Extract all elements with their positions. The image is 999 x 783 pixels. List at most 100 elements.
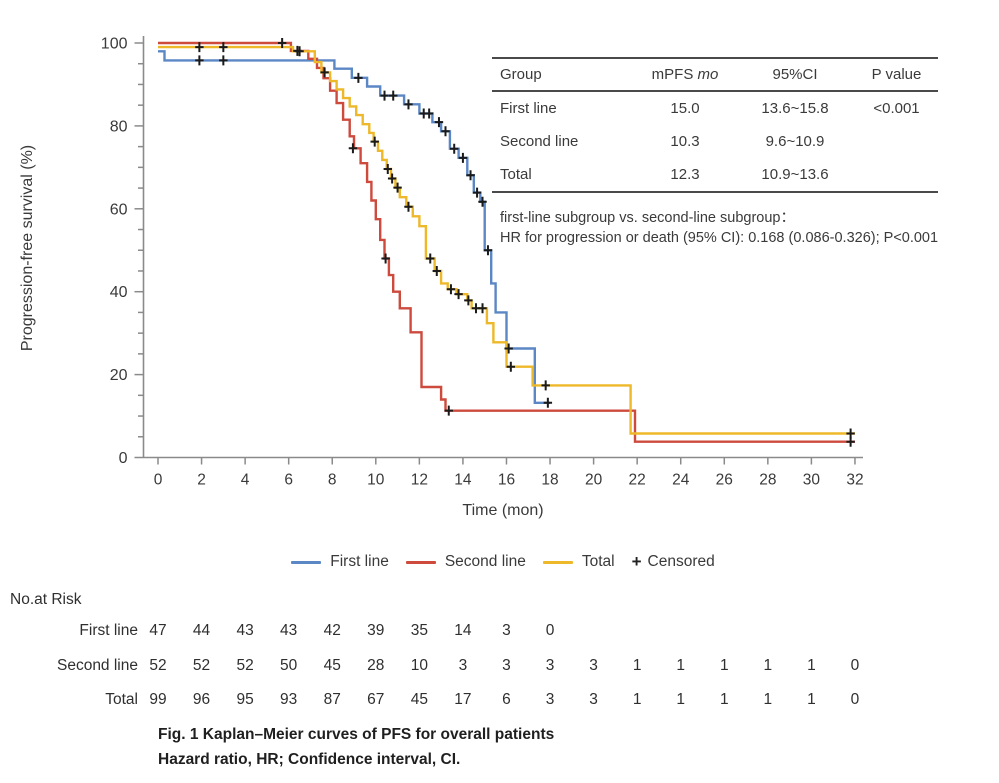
y-tick-label: 80 (110, 118, 128, 135)
x-tick-label: 10 (367, 472, 385, 489)
legend-item-total: Total (542, 553, 615, 571)
stats-cell: <0.001 (873, 100, 920, 117)
x-tick-label: 14 (454, 472, 472, 489)
risk-value: 0 (850, 657, 860, 674)
risk-value: 35 (410, 622, 428, 639)
x-tick-label: 6 (284, 472, 293, 489)
censor-mark (446, 284, 456, 295)
censor-mark (424, 108, 434, 119)
risk-value: 1 (763, 691, 773, 708)
risk-row-label: Total (105, 691, 138, 708)
x-tick-label: 20 (585, 472, 603, 489)
x-tick-label: 2 (197, 472, 206, 489)
censor-mark (504, 343, 513, 354)
risk-value: 3 (502, 657, 511, 674)
censor-mark (348, 143, 358, 154)
censor-mark (483, 245, 493, 256)
stats-header-ci: 95%CI (772, 66, 818, 83)
risk-value: 3 (545, 691, 555, 708)
x-tick-label: 24 (672, 472, 690, 489)
risk-row-label: Second line (56, 657, 138, 674)
censor-mark (277, 38, 287, 48)
risk-value: 43 (280, 622, 298, 639)
stats-cell: 10.9~13.6 (761, 166, 829, 183)
chart-legend: First line Second line Total + Censored (143, 551, 863, 573)
censor-mark (458, 152, 468, 163)
stats-header-mpfs: mPFS mo (635, 66, 735, 83)
risk-value: 52 (236, 657, 254, 674)
stats-cell: 9.6~10.9 (765, 133, 825, 150)
stats-cell: Second line (500, 133, 579, 150)
risk-row-total: Total 99 96 95 93 87 67 45 17 6 3 3 1 1 1 1 1 0 (0, 691, 999, 711)
risk-value: 1 (676, 691, 686, 708)
censor-mark (466, 170, 475, 181)
x-tick-label: 12 (411, 472, 428, 489)
legend-label-censored: Censored (647, 553, 715, 570)
risk-value: 3 (502, 622, 511, 639)
risk-value: 10 (410, 657, 428, 674)
risk-value: 50 (280, 657, 298, 674)
risk-value: 93 (280, 691, 298, 708)
censor-mark (478, 303, 487, 314)
stats-header-mpfs-unit: mo (697, 66, 719, 83)
risk-value: 3 (589, 691, 598, 708)
risk-value: 52 (192, 657, 211, 674)
risk-value: 42 (323, 622, 341, 639)
stats-header-mpfs-prefix: mPFS (651, 66, 698, 83)
risk-value: 95 (236, 691, 254, 708)
caption-line1: Fig. 1 Kaplan–Meier curves of PFS for ov… (158, 726, 555, 743)
censor-mark (543, 397, 553, 408)
risk-value: 47 (149, 622, 167, 639)
x-tick-label: 4 (241, 472, 250, 489)
censor-mark (295, 46, 304, 57)
risk-value: 43 (236, 622, 254, 639)
censor-mark (506, 361, 516, 372)
censor-mark (434, 117, 444, 128)
stats-header-row: Group mPFS mo 95%CI P value (492, 59, 938, 92)
censor-mark (195, 55, 204, 66)
stats-cell: Total (500, 166, 532, 183)
censor-mark (450, 143, 459, 154)
legend-swatch-second-line (405, 560, 436, 564)
censor-mark (404, 99, 413, 110)
risk-table-title: No.at Risk (10, 591, 82, 608)
x-tick-label: 0 (154, 472, 163, 489)
legend-swatch-total (542, 560, 573, 564)
censor-mark (472, 187, 482, 198)
risk-value: 14 (454, 622, 472, 639)
legend-item-first-line: First line (291, 553, 389, 571)
x-tick-label: 22 (629, 472, 646, 489)
censor-mark (432, 265, 441, 276)
x-tick-label: 32 (846, 472, 863, 489)
hr-annotation-line1: first-line subgroup vs. second-line subg… (500, 210, 795, 226)
legend-label-second-line: Second line (444, 553, 526, 570)
risk-value: 3 (589, 657, 598, 674)
y-tick-label: 40 (110, 284, 128, 301)
legend-label-first-line: First line (330, 553, 389, 570)
censor-mark (389, 90, 398, 101)
risk-row-first-line: First line 47 44 43 43 42 39 35 14 3 0 (0, 622, 999, 642)
risk-value: 99 (149, 691, 167, 708)
censor-mark (444, 405, 453, 416)
risk-value: 67 (367, 691, 385, 708)
stats-row-second-line: Second line 10.3 9.6~10.9 (492, 125, 938, 158)
km-curve-second-line (158, 41, 855, 443)
stats-cell: First line (500, 100, 557, 117)
censor-mark (195, 42, 204, 53)
caption-line2: Hazard ratio, HR; Confidence interval, C… (158, 750, 461, 768)
censor-mark (380, 90, 389, 101)
stats-row-first-line: First line 15.0 13.6~15.8 <0.001 (492, 92, 938, 125)
y-tick-label: 20 (110, 367, 128, 384)
y-tick-label: 100 (101, 36, 128, 53)
censor-mark (846, 428, 855, 439)
x-tick-label: 26 (716, 472, 733, 489)
censor-mark (219, 42, 228, 53)
risk-value: 1 (632, 657, 642, 674)
risk-value: 45 (410, 691, 428, 708)
censor-mark (354, 72, 363, 83)
censor-mark (381, 253, 390, 264)
risk-value: 45 (323, 657, 341, 674)
censor-mark (464, 295, 473, 306)
risk-value: 0 (545, 622, 555, 639)
